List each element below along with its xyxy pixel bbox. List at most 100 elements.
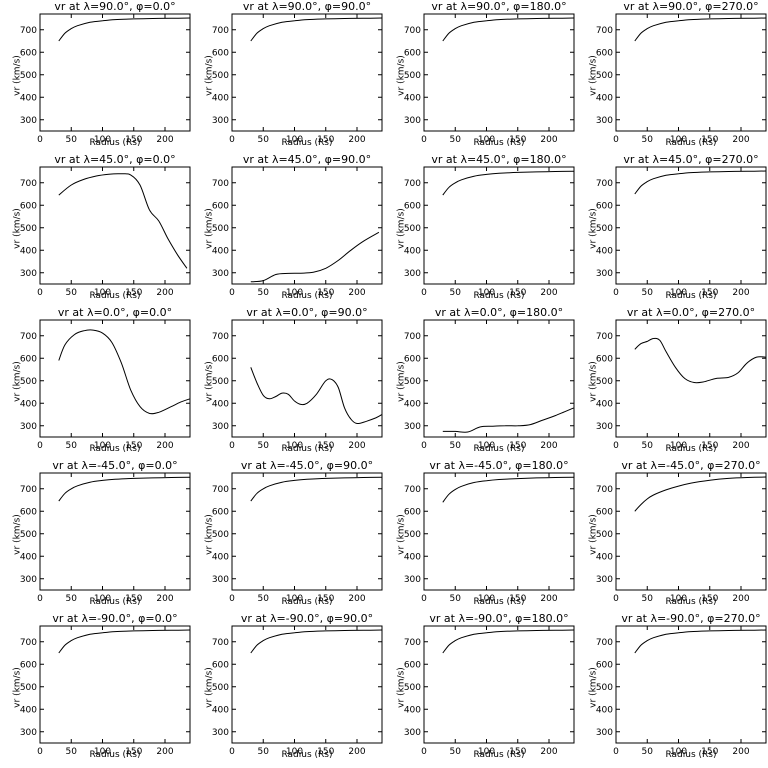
y-tick-label: 700 [20,26,37,36]
x-tick-label: 100 [478,288,495,298]
y-tick-label: 300 [212,728,229,738]
x-tick-label: 0 [37,135,43,145]
x-tick-label: 0 [229,441,235,451]
y-tick-label: 600 [212,201,229,211]
series-line [442,476,575,503]
x-tick-label: 200 [732,441,749,451]
y-tick-label: 500 [596,377,613,387]
plot-frame [615,625,767,744]
x-tick-label: 100 [286,441,303,451]
plot-frame [39,472,191,591]
series-line [634,629,767,654]
y-tick-label: 600 [20,201,37,211]
y-tick-label: 700 [404,179,421,189]
x-tick-label: 150 [317,135,334,145]
y-tick-label: 300 [404,422,421,432]
x-tick-label: 0 [613,594,619,604]
series-line [442,17,575,42]
y-tick-label: 600 [20,354,37,364]
x-tick-label: 50 [642,747,654,757]
y-tick-label: 300 [212,575,229,585]
y-tick-label: 400 [404,399,421,409]
x-tick-label: 0 [37,594,43,604]
x-tick-label: 200 [732,747,749,757]
chart-svg: 0 50 100 150 200 300 400 500 600 700 [404,13,575,145]
x-tick-label: 100 [286,594,303,604]
y-tick-label: 500 [212,530,229,540]
y-tick-label: 300 [404,728,421,738]
plot-frame [231,472,383,591]
x-tick-label: 0 [37,747,43,757]
y-tick-label: 600 [596,201,613,211]
y-tick-label: 300 [20,269,37,279]
plot-frame [39,625,191,744]
y-tick-label: 500 [212,377,229,387]
x-tick-label: 50 [642,594,654,604]
x-tick-label: 200 [732,135,749,145]
y-tick-label: 500 [212,71,229,81]
x-tick-label: 200 [348,288,365,298]
x-tick-label: 100 [670,747,687,757]
x-axis-label: Radius (Rs) [473,444,525,454]
y-tick-label: 300 [404,575,421,585]
series-line [250,17,383,42]
y-tick-label: 700 [20,638,37,648]
x-axis-label: Radius (Rs) [281,138,333,148]
x-tick-label: 50 [66,594,78,604]
y-tick-label: 300 [212,422,229,432]
chart-title: vr at λ=0.0°, φ=180.0° [434,306,564,319]
x-tick-label: 0 [229,747,235,757]
y-tick-label: 300 [212,269,229,279]
x-tick-label: 50 [450,594,462,604]
y-tick-label: 500 [404,377,421,387]
y-tick-label: 700 [20,179,37,189]
x-tick-label: 0 [613,747,619,757]
x-axis-label: Radius (Rs) [665,444,717,454]
x-tick-label: 150 [701,288,718,298]
x-tick-label: 100 [478,594,495,604]
y-tick-label: 300 [596,116,613,126]
chart-panel: vr at λ=0.0°, φ=90.0° Radius (Rs) vr (km/s… [192,306,384,459]
chart-panel: vr at λ=45.0°, φ=90.0° Radius (Rs) vr (km/… [192,153,384,306]
x-tick-label: 0 [421,594,427,604]
series-line [634,170,767,195]
x-tick-label: 100 [94,594,111,604]
series-line [634,476,767,512]
chart-svg: 0 50 100 150 200 300 400 500 600 700 [212,472,383,604]
chart-svg: 0 50 100 150 200 300 400 500 600 700 [596,625,767,757]
x-tick-label: 0 [229,594,235,604]
x-tick-label: 100 [94,441,111,451]
y-tick-label: 300 [596,575,613,585]
y-tick-label: 600 [212,354,229,364]
y-tick-label: 700 [212,179,229,189]
y-tick-label: 700 [404,332,421,342]
x-axis-label: Radius (Rs) [281,750,333,760]
chart-title: vr at λ=-45.0°, φ=0.0° [52,459,178,472]
y-tick-label: 700 [596,179,613,189]
y-tick-label: 700 [212,485,229,495]
chart-title: vr at λ=45.0°, φ=270.0° [623,153,759,166]
plot-frame [423,13,575,132]
y-tick-label: 400 [20,399,37,409]
plot-frame [615,13,767,132]
y-tick-label: 400 [596,705,613,715]
x-tick-label: 100 [286,135,303,145]
x-tick-label: 200 [540,747,557,757]
y-tick-label: 700 [596,638,613,648]
x-axis-label: Radius (Rs) [89,138,141,148]
y-tick-label: 600 [596,507,613,517]
chart-title: vr at λ=0.0°, φ=0.0° [57,306,173,319]
x-tick-label: 200 [156,135,173,145]
x-tick-label: 0 [613,288,619,298]
chart-panel: vr at λ=45.0°, φ=270.0° Radius (Rs) vr (km… [576,153,768,306]
y-tick-label: 700 [596,485,613,495]
y-tick-label: 700 [596,332,613,342]
series-line [58,173,188,269]
y-tick-label: 300 [212,116,229,126]
plot-frame [39,319,191,438]
chart-title: vr at λ=45.0°, φ=180.0° [431,153,567,166]
chart-svg: 0 50 100 150 200 300 400 500 600 700 [404,625,575,757]
chart-panel: vr at λ=0.0°, φ=270.0° Radius (Rs) vr (km/… [576,306,768,459]
x-tick-label: 100 [478,135,495,145]
y-tick-label: 600 [212,507,229,517]
